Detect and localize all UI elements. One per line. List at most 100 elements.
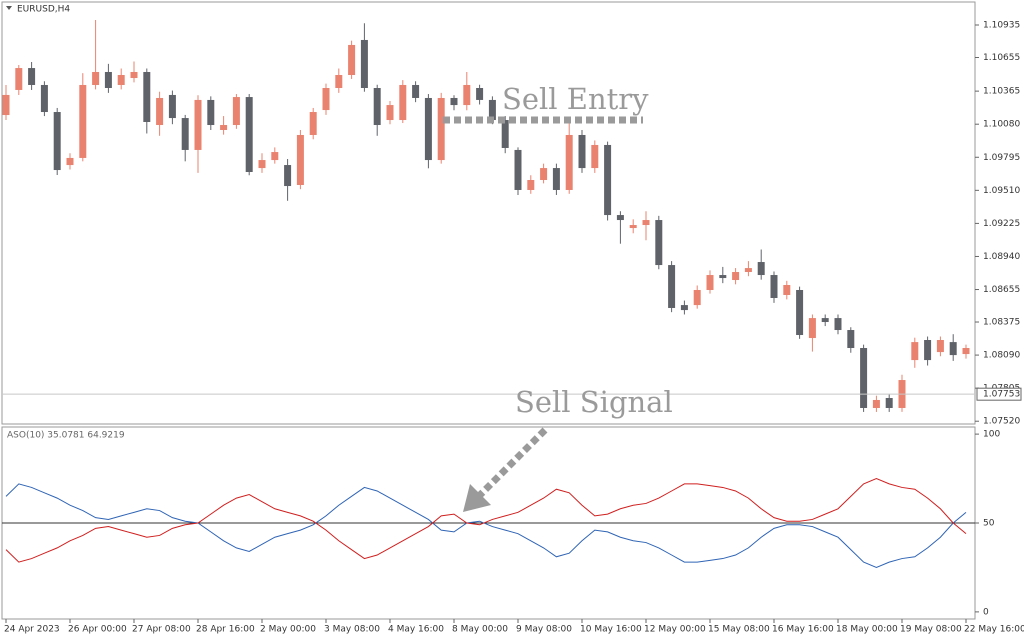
candle-body (2, 94, 10, 116)
oscillator-line (5, 483, 967, 568)
candle-body (936, 340, 944, 353)
candle-body (578, 134, 586, 169)
y-tick-label: 0 (983, 607, 989, 617)
candle-body (399, 84, 407, 121)
candle-body (373, 88, 381, 126)
x-tick-label: 2 May 00:00 (260, 625, 316, 635)
candle-body (412, 84, 420, 98)
x-tick-label: 4 May 16:00 (388, 625, 444, 635)
candle-body (860, 348, 868, 408)
x-tick-label: 28 Apr 16:00 (196, 625, 255, 635)
candle-body (693, 289, 701, 306)
candle-body (629, 225, 637, 229)
candle-body (28, 68, 36, 85)
x-tick-label: 18 May 00:00 (836, 625, 898, 635)
candle-body (450, 97, 458, 106)
y-tick-label: 1.08940 (983, 252, 1020, 262)
x-tick-label: 9 May 08:00 (516, 625, 572, 635)
candle-body (181, 118, 189, 150)
candle-body (15, 68, 23, 90)
candle-body (284, 165, 292, 187)
y-tick-label: 1.08090 (983, 351, 1020, 361)
candle-body (258, 160, 266, 169)
y-tick-label: 1.09510 (983, 186, 1020, 196)
y-tick-label: 1.08655 (983, 285, 1020, 295)
candle-body (437, 97, 445, 161)
y-tick-label: 1.07520 (983, 417, 1020, 427)
candle-body (335, 75, 343, 88)
symbol-title: EURUSD,H4 (17, 5, 70, 15)
candle-body (808, 318, 816, 339)
candle-body (527, 180, 535, 190)
candle-body (591, 144, 599, 169)
x-tick-label: 26 Apr 00:00 (68, 625, 127, 635)
price-panel (1, 1, 976, 425)
signal-arrow-shaft (477, 427, 548, 498)
candle-body (488, 99, 496, 121)
candle-body (463, 84, 471, 106)
candle-body (642, 220, 650, 226)
candle-body (655, 220, 663, 266)
last-price-box (976, 387, 1022, 401)
candle-body (796, 289, 804, 336)
candle-body (40, 84, 48, 113)
candle-body (104, 71, 112, 88)
candle-body (79, 84, 87, 158)
x-tick-label: 12 May 00:00 (644, 625, 706, 635)
y-tick-label: 50 (983, 519, 995, 529)
candle-body (924, 340, 932, 361)
candle-body (92, 71, 100, 85)
sell-signal-label: Sell Signal (515, 385, 673, 419)
candle-body (552, 168, 560, 190)
candle-body (207, 99, 215, 126)
candle-body (680, 305, 688, 311)
y-tick-label: 1.09795 (983, 153, 1020, 163)
x-tick-label: 22 May 16:00 (964, 625, 1024, 635)
candle-body (245, 97, 253, 172)
candle-body (232, 97, 240, 126)
signal-arrow-head (463, 484, 491, 512)
candle-body (872, 399, 880, 408)
plot-layer: 1.10935 1.10655 1.10365 1.10080 1.09795 1.095… (2, 20, 1024, 635)
candle-body (53, 112, 61, 171)
candle-body (770, 275, 778, 298)
candle-body (847, 330, 855, 349)
candle-body (360, 39, 368, 88)
candle-body (706, 275, 714, 290)
candle-body (130, 71, 138, 79)
candle-body (962, 348, 970, 355)
x-tick-label: 16 May 16:00 (772, 625, 834, 635)
candle-body (271, 152, 279, 161)
candle-body (424, 97, 432, 161)
x-tick-label: 27 Apr 08:00 (132, 625, 191, 635)
candle-body (911, 342, 919, 361)
menu-arrow (6, 6, 12, 10)
candle-body (732, 272, 740, 281)
candle-body (834, 318, 842, 331)
x-tick-label: 8 May 00:00 (452, 625, 508, 635)
candle-body (604, 144, 612, 216)
last-price-label: 1.07753 (983, 390, 1020, 400)
x-tick-label: 10 May 16:00 (580, 625, 642, 635)
candle-body (476, 88, 484, 100)
candle-body (117, 75, 125, 85)
candle-body (501, 120, 509, 148)
y-tick-label: 1.10365 (983, 87, 1020, 97)
candle-body (322, 88, 330, 111)
candle-body (744, 268, 752, 273)
candle-body (514, 149, 522, 190)
candle-body (757, 262, 765, 276)
x-tick-label: 24 Apr 2023 (4, 625, 60, 635)
y-tick-label: 100 (983, 430, 1000, 440)
x-tick-label: 3 May 08:00 (324, 625, 380, 635)
candle-body (616, 215, 624, 221)
candle-body (719, 275, 727, 279)
candle-body (949, 342, 957, 356)
candle-body (156, 97, 164, 126)
candle-body (348, 44, 356, 76)
y-tick-label: 1.10935 (983, 21, 1020, 31)
x-tick-label: 15 May 08:00 (708, 625, 770, 635)
candle-body (540, 168, 548, 181)
oscillator-line (5, 478, 967, 563)
